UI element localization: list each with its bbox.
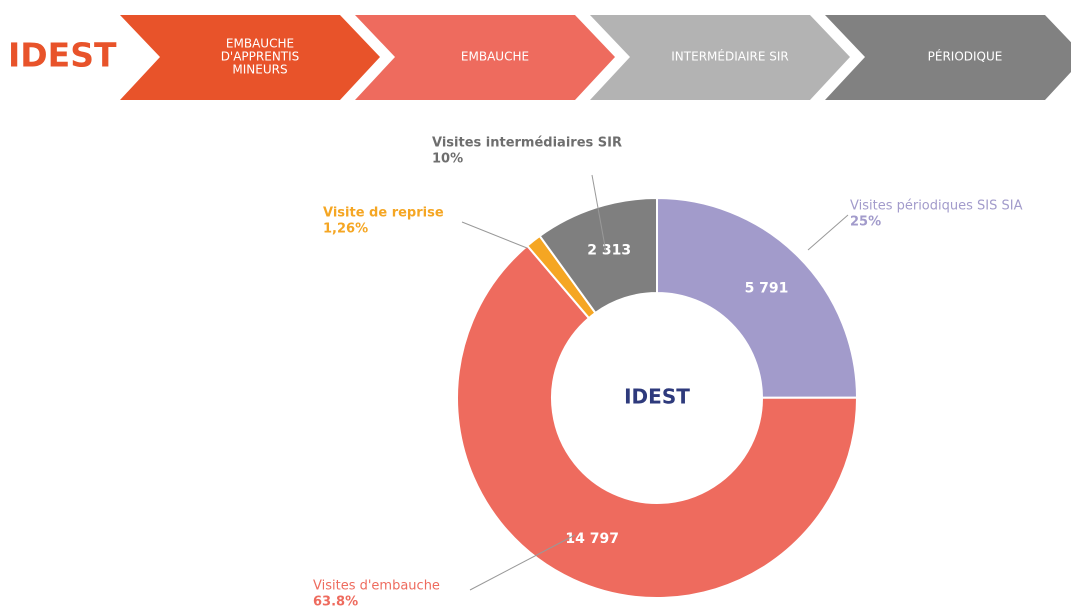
step-chevron xyxy=(355,15,615,100)
slice-name: Visites périodiques SIS SIA xyxy=(850,199,1023,214)
step-label: EMBAUCHE xyxy=(226,37,294,51)
value-label: 14 797 xyxy=(565,531,619,547)
slice-name: Visites d'embauche xyxy=(313,579,440,594)
step-label: PÉRIODIQUE xyxy=(928,49,1003,64)
value-label: 5 791 xyxy=(745,280,789,296)
value-label: 2 313 xyxy=(587,243,631,259)
slice-name: Visites intermédiaires SIR xyxy=(432,136,622,151)
donut-slice xyxy=(538,196,658,315)
step-label: INTERMÉDIAIRE SIR xyxy=(671,49,788,64)
slice-name: Visite de reprise xyxy=(323,206,444,221)
step-chevron xyxy=(120,15,380,100)
donut-slice xyxy=(456,244,859,599)
leader-line xyxy=(461,221,528,249)
logo: IDEST xyxy=(8,36,117,75)
step-label: D'APPRENTIS xyxy=(221,50,300,64)
donut-slice xyxy=(656,196,859,399)
step-chevron xyxy=(825,15,1071,100)
slice-percent: 63.8% xyxy=(313,595,358,610)
leader-line xyxy=(807,214,849,251)
center-label: IDEST xyxy=(624,385,690,409)
step-chevron xyxy=(590,15,850,100)
step-label: EMBAUCHE xyxy=(461,50,529,64)
slice-percent: 10% xyxy=(432,152,463,167)
slice-percent: 1,26% xyxy=(323,222,368,237)
leader-line xyxy=(591,174,607,253)
step-label: MINEURS xyxy=(232,63,287,77)
slice-percent: 25% xyxy=(850,215,881,230)
leader-line xyxy=(469,534,576,591)
